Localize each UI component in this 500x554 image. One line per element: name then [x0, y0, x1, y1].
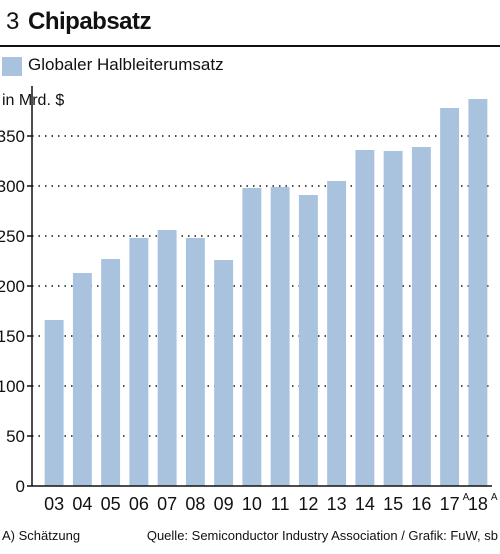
x-tick-label: 15 — [383, 494, 403, 514]
bar-chart: 0 50 100 150 200 250 300 350 03 04 05 06 07 08 09 10 11 1… — [0, 86, 498, 514]
x-tick-label: 11 — [271, 494, 290, 514]
bar — [157, 230, 177, 486]
x-tick-label: 13 — [327, 494, 347, 514]
x-tick-label: 12 — [298, 494, 318, 514]
bar — [327, 181, 347, 486]
bar — [298, 195, 318, 486]
x-tick-superscript: A — [491, 492, 498, 503]
y-tick-label: 0 — [16, 477, 25, 496]
header-rule — [0, 45, 500, 47]
y-tick-label: 200 — [0, 277, 25, 296]
bar — [44, 320, 64, 486]
chart-title: Chipabsatz — [28, 8, 152, 35]
y-tick-label: 300 — [0, 177, 25, 196]
x-tick-label: 07 — [157, 494, 177, 514]
bar — [440, 108, 460, 486]
x-tick-label: 14 — [355, 494, 375, 514]
x-tick-label: 17 — [440, 494, 460, 514]
bar — [129, 238, 149, 486]
x-tick-label: 04 — [72, 494, 92, 514]
bar — [242, 188, 262, 486]
x-tick-label: 18 — [468, 494, 488, 514]
bar — [411, 147, 431, 486]
x-tick-superscript: A — [463, 492, 470, 503]
source-credit: Quelle: Semiconductor Industry Associati… — [146, 528, 498, 543]
chart-header: 3 Chipabsatz — [0, 0, 500, 47]
x-tick-label: 03 — [44, 494, 64, 514]
x-tick-label: 10 — [242, 494, 262, 514]
y-tick-label: 100 — [0, 377, 25, 396]
x-tick-label: 16 — [411, 494, 431, 514]
x-tick-label: 05 — [101, 494, 121, 514]
bar — [185, 238, 205, 486]
x-tick-label: 06 — [129, 494, 149, 514]
bar — [383, 151, 403, 486]
y-tick-label: 350 — [0, 127, 25, 146]
x-tick-label: 08 — [185, 494, 205, 514]
x-tick-label: 09 — [214, 494, 234, 514]
bar — [355, 150, 375, 486]
figure-number: 3 — [6, 8, 20, 35]
legend-swatch — [2, 57, 22, 76]
footnote: A) Schätzung — [2, 528, 81, 543]
y-tick-label: 150 — [0, 327, 25, 346]
y-tick-label: 250 — [0, 227, 25, 246]
y-axis-unit-label: in Mrd. $ — [2, 92, 65, 109]
y-tick-label: 50 — [6, 427, 25, 446]
bar — [270, 187, 290, 486]
bar — [468, 99, 488, 486]
bar — [101, 259, 121, 486]
bar — [214, 260, 234, 486]
bar — [72, 273, 92, 486]
legend-label: Globaler Halbleiterumsatz — [28, 55, 224, 74]
